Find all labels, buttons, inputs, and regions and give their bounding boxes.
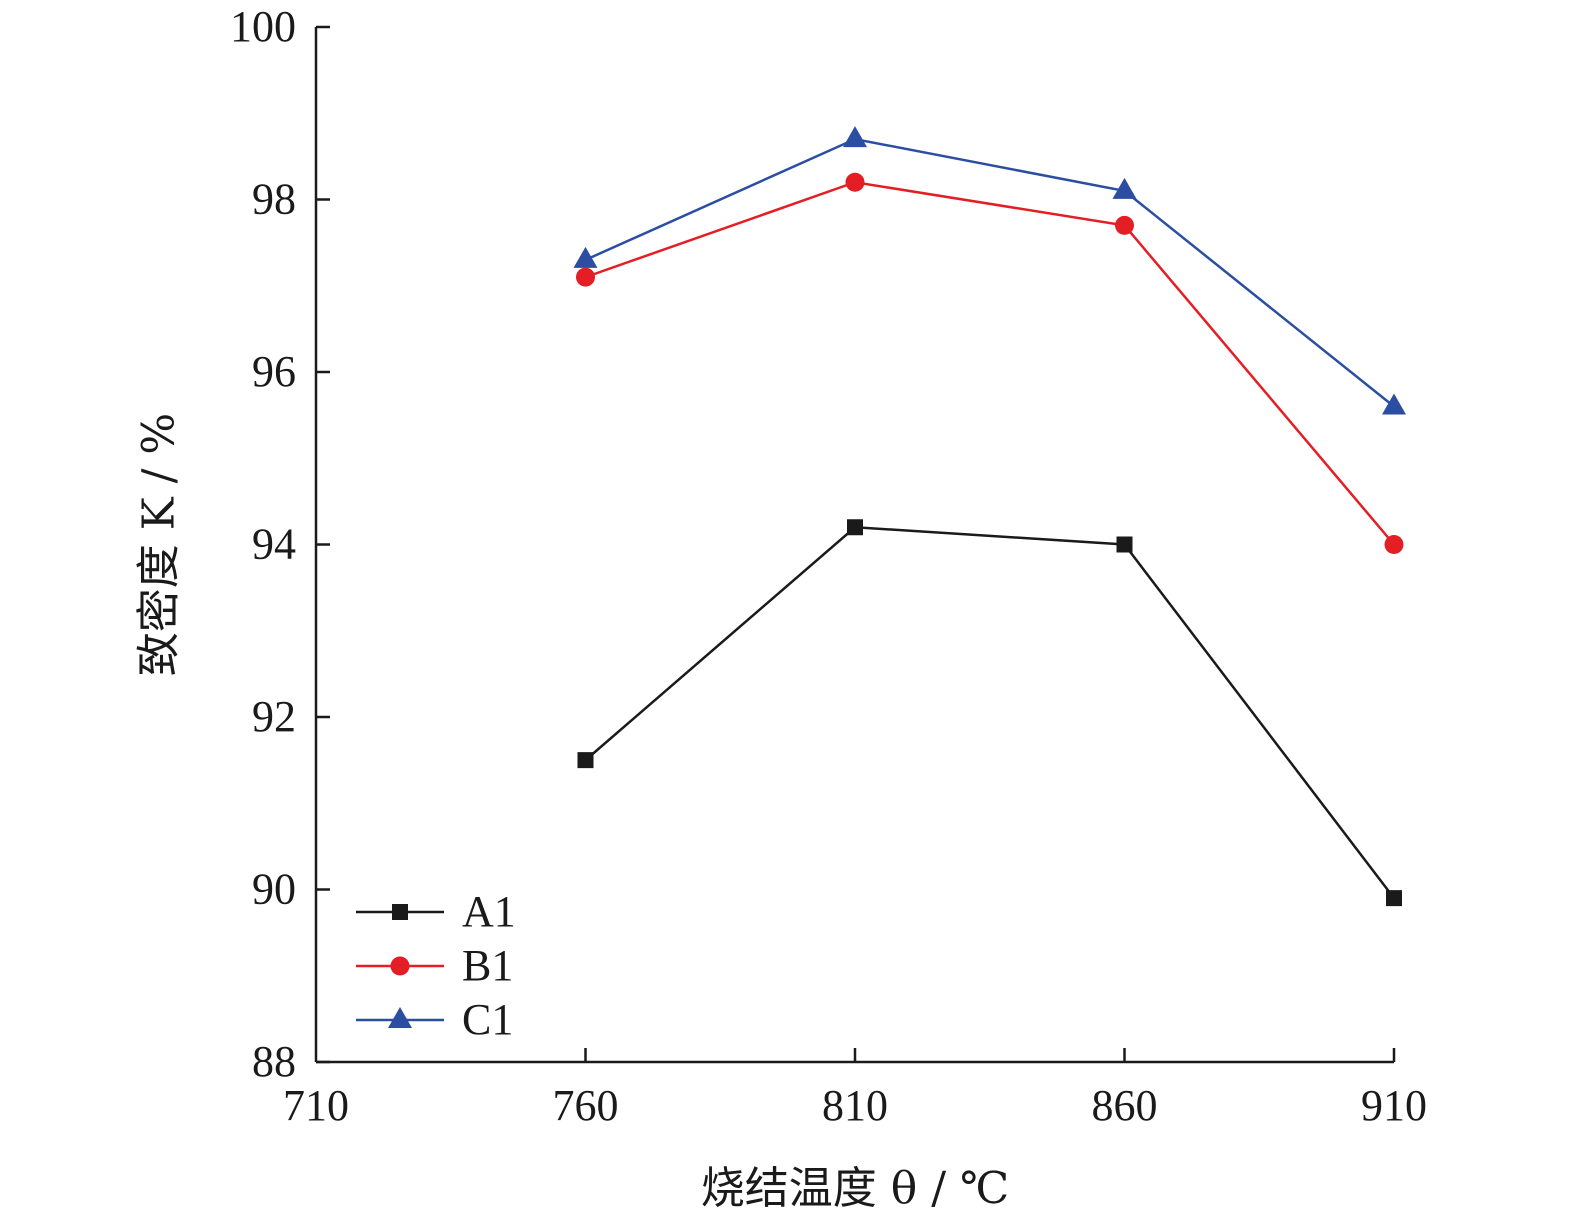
series-line bbox=[584, 137, 1395, 408]
series-line bbox=[584, 525, 1395, 899]
x-tick-label: 860 bbox=[1092, 1081, 1158, 1130]
y-tick-label: 88 bbox=[252, 1037, 296, 1086]
series-A1 bbox=[577, 519, 1402, 907]
series-C1 bbox=[573, 126, 1406, 415]
legend-label: C1 bbox=[462, 995, 513, 1044]
data-point bbox=[1382, 393, 1406, 415]
series-layer bbox=[573, 126, 1406, 907]
data-point bbox=[1116, 536, 1133, 553]
y-tick-label: 90 bbox=[252, 865, 296, 914]
legend-marker bbox=[390, 956, 410, 976]
legend-entry-C1: C1 bbox=[356, 995, 513, 1044]
x-axis-title: 烧结温度 θ / ℃ bbox=[701, 1163, 1010, 1214]
data-point bbox=[576, 267, 595, 287]
y-tick-label: 92 bbox=[252, 692, 296, 741]
data-point bbox=[573, 246, 598, 268]
y-axis-title: 致密度 K / % bbox=[134, 413, 185, 676]
data-point bbox=[847, 519, 863, 536]
data-point bbox=[843, 126, 867, 148]
data-point bbox=[577, 752, 594, 769]
data-point bbox=[1384, 535, 1404, 554]
legend-marker bbox=[388, 1006, 412, 1028]
series-line bbox=[585, 180, 1395, 546]
x-tick-label: 710 bbox=[283, 1081, 349, 1130]
legend-label: B1 bbox=[462, 941, 513, 990]
x-tick-label: 760 bbox=[553, 1081, 619, 1130]
legend-entry-A1: A1 bbox=[356, 887, 516, 936]
data-point bbox=[1112, 177, 1137, 199]
series-B1 bbox=[576, 172, 1404, 554]
legend-entry-B1: B1 bbox=[356, 941, 513, 990]
legend: A1 B1 C1 bbox=[356, 887, 516, 1044]
data-point bbox=[845, 172, 865, 192]
y-tick-label: 96 bbox=[252, 347, 296, 396]
y-tick-label: 94 bbox=[252, 520, 296, 569]
data-point bbox=[1386, 890, 1402, 907]
legend-marker bbox=[392, 904, 408, 920]
y-tick-label: 98 bbox=[252, 175, 296, 224]
data-point bbox=[1115, 215, 1134, 235]
y-tick-label: 100 bbox=[230, 2, 296, 51]
axes: 88 90 92 94 96 98 100 710 760 810 860 910 bbox=[230, 2, 1427, 1130]
legend-label: A1 bbox=[462, 887, 516, 936]
x-tick-label: 910 bbox=[1361, 1081, 1427, 1130]
x-tick-label: 810 bbox=[822, 1081, 888, 1130]
